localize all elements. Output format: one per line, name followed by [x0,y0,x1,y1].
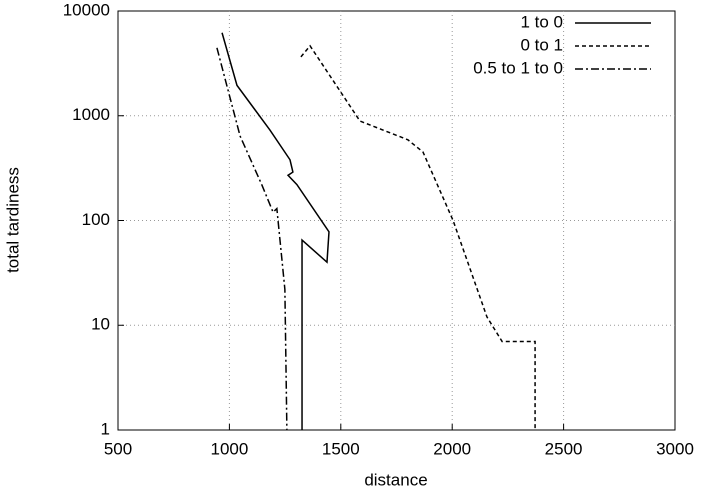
plot-frame [117,10,676,431]
x-tick-label: 1500 [322,439,360,458]
legend-label: 0 to 1 [520,35,563,54]
y-axis-label: total tardiness [3,167,22,273]
series-line [216,47,288,431]
series-line [300,44,536,430]
series-line [221,32,330,430]
x-axis-label: distance [364,470,427,489]
y-tick-label: 100 [82,210,110,229]
x-tick-label: 500 [104,439,132,458]
y-tick-label: 1000 [72,105,110,124]
x-tick-label: 2000 [433,439,471,458]
x-tick-label: 1000 [210,439,248,458]
legend-label: 0.5 to 1 to 0 [473,58,563,77]
x-tick-label: 2500 [545,439,583,458]
y-tick-label: 10 [91,315,110,334]
legend-label: 1 to 0 [520,12,563,31]
y-tick-label: 1 [101,419,110,438]
y-tick-label: 10000 [63,0,110,19]
x-tick-label: 3000 [656,439,694,458]
